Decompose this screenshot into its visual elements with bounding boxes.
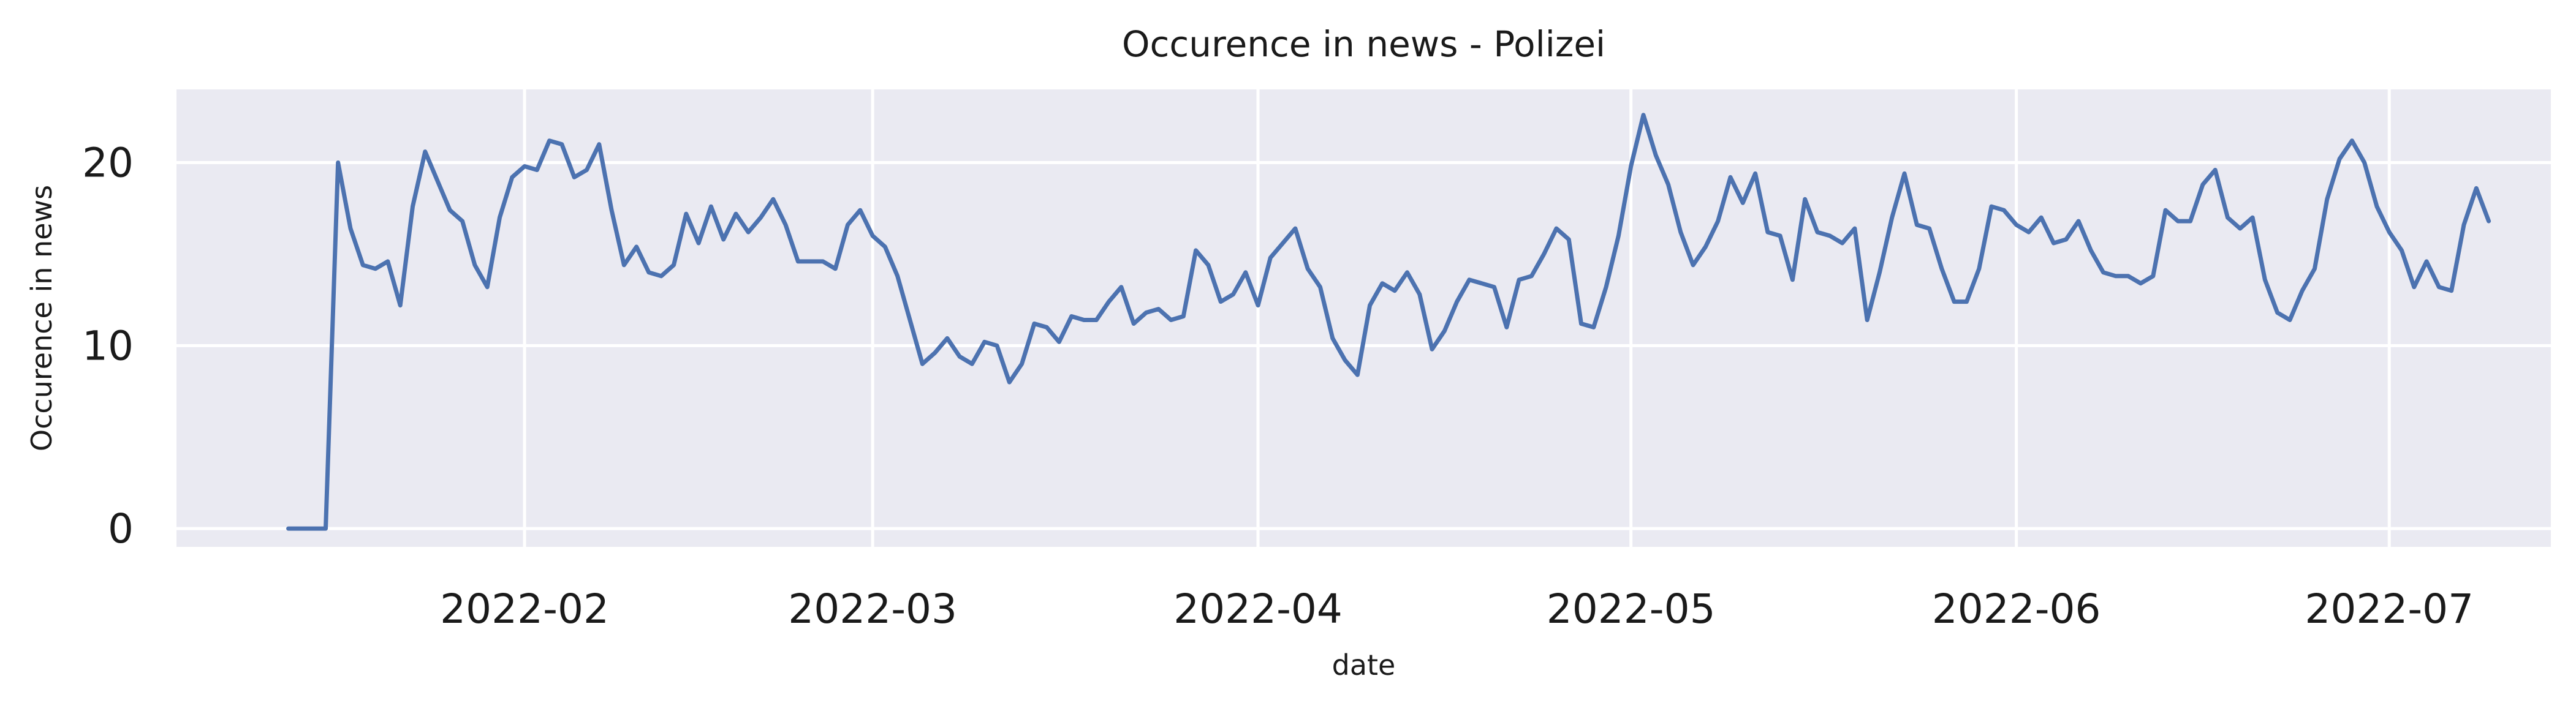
x-tick-label: 2022-05	[1547, 585, 1716, 633]
x-tick-label: 2022-04	[1173, 585, 1343, 633]
y-tick-label: 20	[82, 140, 134, 187]
chart-title: Occurence in news - Polizei	[1122, 23, 1605, 65]
series-line	[286, 113, 2491, 531]
y-axis-label: Occurence in news	[25, 185, 58, 451]
grid	[176, 89, 2551, 547]
x-tick-label: 2022-02	[440, 585, 609, 633]
x-tick-label: 2022-07	[2305, 585, 2474, 633]
x-tick-label: 2022-03	[788, 585, 957, 633]
y-tick-label: 10	[82, 322, 134, 369]
plot-area	[176, 89, 2551, 547]
x-axis-label: date	[1332, 649, 1396, 682]
x-ticks: 2022-02 2022-03 2022-04 2022-05 2022-06 2022-…	[440, 585, 2474, 633]
series-layer	[286, 113, 2491, 531]
y-ticks: 0 10 20	[82, 140, 134, 553]
x-tick-label: 2022-06	[1932, 585, 2101, 633]
y-tick-label: 0	[108, 505, 134, 552]
